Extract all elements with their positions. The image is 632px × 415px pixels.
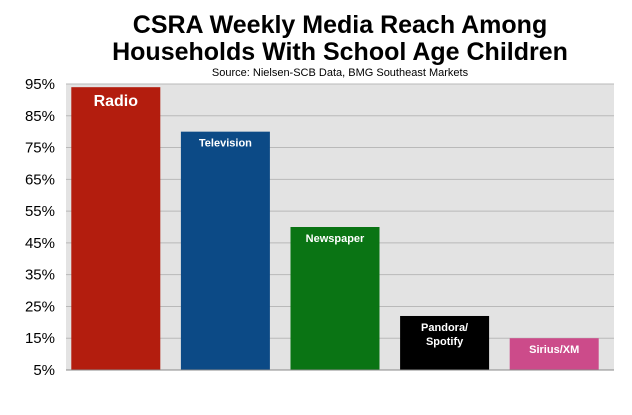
bar-newspaper [290, 227, 380, 370]
bar-sirius-xm [509, 338, 599, 370]
y-axis-ticks: 95% 85% 75% 65% 55% 45% 35% 25% 15% 5% [25, 76, 55, 379]
bar-label: Newspaper [306, 233, 365, 245]
bar-label: Television [199, 138, 252, 150]
bar-television [180, 131, 270, 370]
y-tick-label: 55% [25, 203, 55, 220]
y-tick-label: 35% [25, 267, 55, 284]
chart-title-line-1: CSRA Weekly Media Reach Among [133, 11, 547, 39]
y-tick-label: 75% [25, 140, 55, 157]
chart-title-line-2: Households With School Age Children [112, 38, 568, 66]
bar-label: Spotify [426, 336, 464, 348]
bar-radio [71, 87, 161, 370]
bar-label: Radio [94, 93, 139, 110]
bar-label: Sirius/XM [529, 344, 579, 356]
y-tick-label: 95% [25, 76, 55, 93]
chart-subtitle: Source: Nielsen-SCB Data, BMG Southeast … [212, 67, 469, 79]
y-tick-label: 15% [25, 330, 55, 347]
bar-label: Pandora/ [421, 322, 468, 334]
bars [71, 87, 599, 370]
y-tick-label: 5% [33, 362, 55, 379]
bar-labels: Radio Television Newspaper Pandora/Spotify S… [94, 93, 580, 356]
y-tick-label: 45% [25, 235, 55, 252]
y-tick-label: 65% [25, 171, 55, 188]
y-tick-label: 85% [25, 108, 55, 125]
y-tick-label: 25% [25, 298, 55, 315]
bar-pandora-spotify [400, 315, 490, 370]
